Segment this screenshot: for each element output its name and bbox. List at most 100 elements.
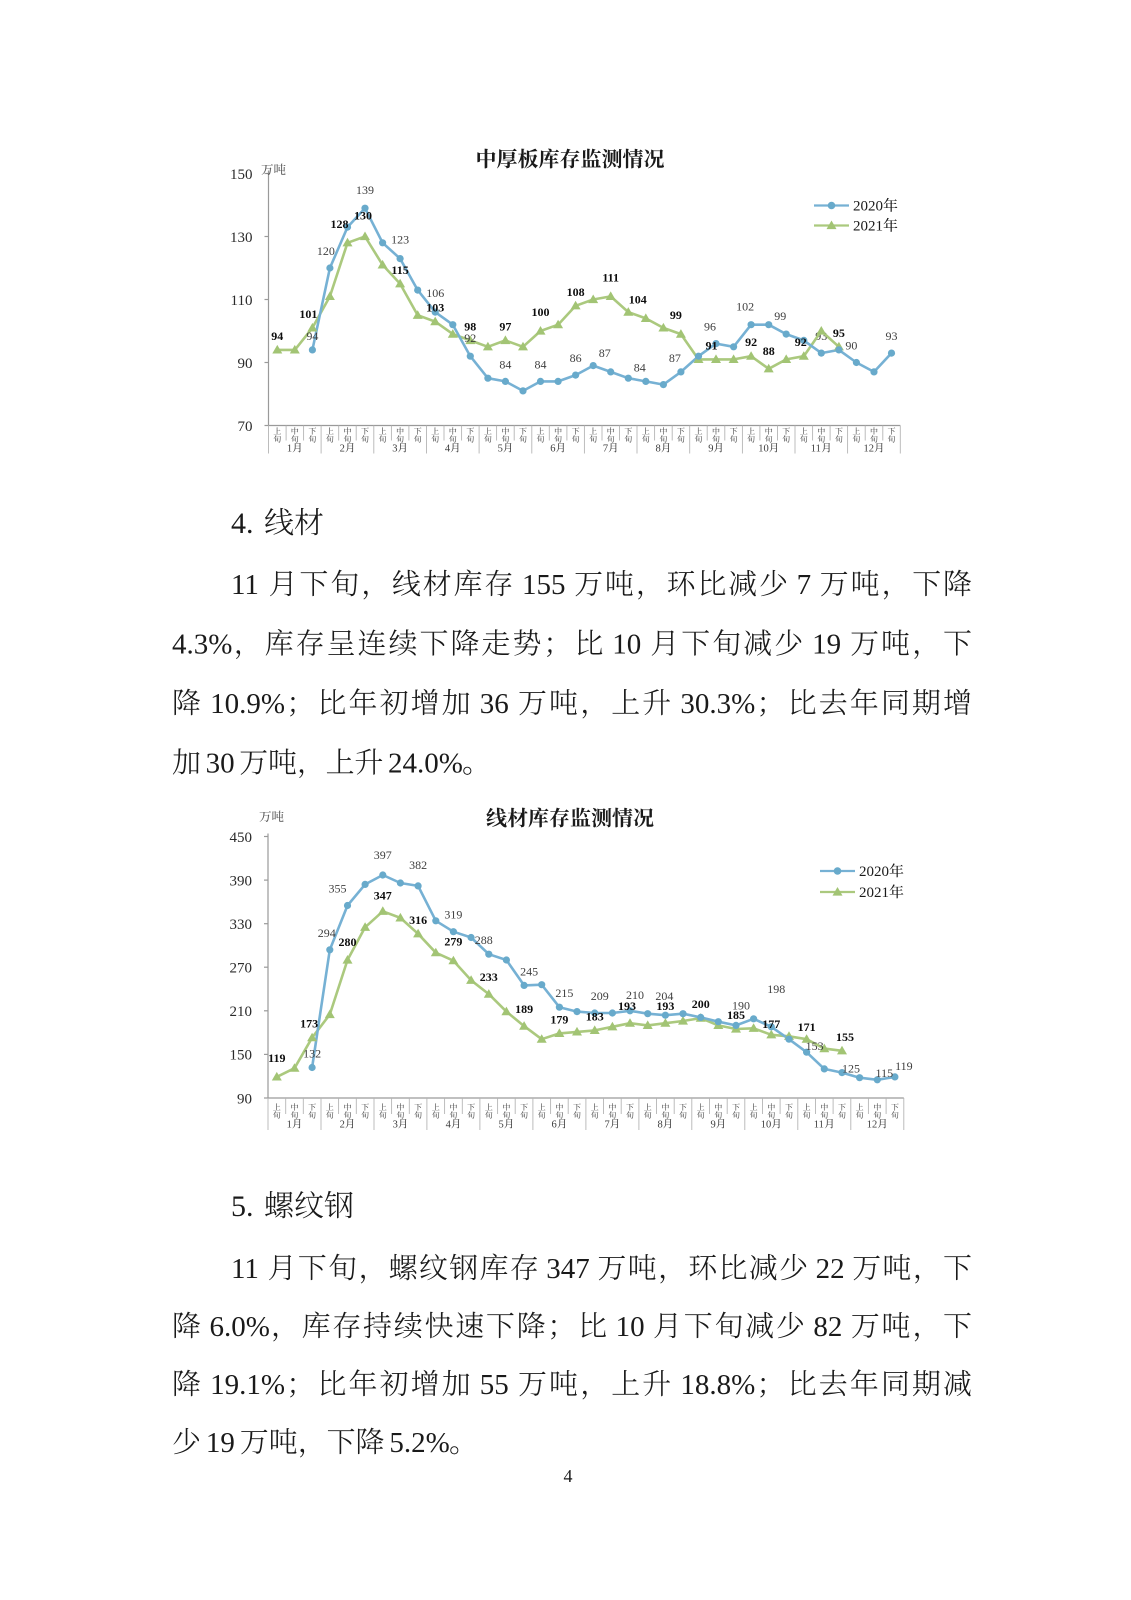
- svg-text:270: 270: [230, 961, 253, 977]
- svg-text:84: 84: [499, 357, 511, 371]
- svg-text:1: 1: [287, 444, 292, 455]
- svg-text:19: 19: [206, 1427, 235, 1459]
- svg-text:3: 3: [393, 1120, 398, 1131]
- svg-text:55: 55: [480, 1369, 509, 1401]
- svg-text:12: 12: [867, 1120, 878, 1131]
- svg-text:90: 90: [237, 1091, 252, 1107]
- svg-text:87: 87: [599, 346, 611, 360]
- svg-text:8: 8: [658, 1120, 663, 1131]
- svg-text:288: 288: [475, 933, 493, 947]
- svg-text:128: 128: [331, 217, 349, 231]
- svg-text:90: 90: [238, 356, 253, 372]
- svg-text:5: 5: [499, 1120, 504, 1131]
- svg-text:3: 3: [392, 444, 397, 455]
- svg-text:115: 115: [876, 1066, 894, 1080]
- svg-text:95: 95: [833, 326, 845, 340]
- svg-text:155: 155: [836, 1030, 854, 1044]
- svg-text:347: 347: [374, 888, 392, 902]
- svg-text:173: 173: [300, 1017, 318, 1031]
- svg-text:19.1%: 19.1%: [210, 1369, 285, 1401]
- svg-text:123: 123: [391, 233, 409, 247]
- svg-text:2021: 2021: [853, 219, 883, 235]
- svg-text:210: 210: [626, 988, 644, 1002]
- svg-text:6: 6: [550, 444, 555, 455]
- svg-text:4: 4: [564, 1466, 573, 1486]
- svg-text:382: 382: [409, 858, 427, 872]
- svg-text:319: 319: [444, 908, 462, 922]
- svg-text:6: 6: [552, 1120, 557, 1131]
- svg-text:233: 233: [480, 970, 498, 984]
- svg-text:87: 87: [669, 351, 681, 365]
- svg-text:115: 115: [391, 263, 408, 277]
- svg-text:316: 316: [409, 913, 427, 927]
- svg-text:4: 4: [446, 1120, 452, 1131]
- svg-text:7: 7: [797, 569, 812, 601]
- svg-text:139: 139: [356, 183, 374, 197]
- svg-text:2020: 2020: [853, 199, 883, 215]
- svg-text:210: 210: [230, 1004, 253, 1020]
- svg-text:119: 119: [895, 1059, 913, 1073]
- svg-text:110: 110: [231, 293, 253, 309]
- svg-text:189: 189: [515, 1002, 533, 1016]
- svg-text:11: 11: [231, 569, 259, 601]
- svg-text:185: 185: [727, 1008, 745, 1022]
- svg-text:294: 294: [318, 926, 336, 940]
- svg-text:450: 450: [230, 830, 253, 846]
- svg-text:2: 2: [340, 1120, 345, 1131]
- svg-text:100: 100: [532, 305, 550, 319]
- svg-text:92: 92: [464, 331, 476, 345]
- svg-text:98: 98: [464, 319, 476, 333]
- svg-text:9: 9: [711, 1120, 716, 1131]
- svg-text:88: 88: [763, 344, 775, 358]
- svg-text:10: 10: [612, 629, 641, 661]
- svg-text:10: 10: [758, 444, 769, 455]
- svg-text:11: 11: [231, 1253, 259, 1285]
- svg-text:204: 204: [655, 989, 673, 1003]
- svg-text:279: 279: [444, 935, 462, 949]
- svg-text:5.2%: 5.2%: [389, 1427, 449, 1459]
- svg-text:30: 30: [206, 748, 235, 780]
- svg-text:150: 150: [230, 167, 253, 183]
- svg-text:84: 84: [634, 360, 646, 374]
- svg-text:18.8%: 18.8%: [680, 1369, 755, 1401]
- svg-text:108: 108: [567, 285, 585, 299]
- svg-text:5.: 5.: [231, 1190, 254, 1223]
- svg-text:330: 330: [230, 917, 253, 933]
- svg-text:111: 111: [602, 270, 619, 284]
- svg-text:97: 97: [499, 319, 511, 333]
- svg-text:1: 1: [287, 1120, 292, 1131]
- svg-text:245: 245: [520, 964, 538, 978]
- svg-text:12: 12: [864, 444, 875, 455]
- svg-text:150: 150: [230, 1048, 253, 1064]
- svg-text:7: 7: [603, 444, 608, 455]
- svg-text:94: 94: [306, 329, 318, 343]
- svg-text:93: 93: [886, 329, 898, 343]
- svg-text:102: 102: [736, 300, 754, 314]
- svg-text:30.3%: 30.3%: [680, 688, 755, 720]
- svg-text:86: 86: [570, 351, 582, 365]
- svg-text:4: 4: [445, 444, 451, 455]
- svg-text:2020: 2020: [859, 864, 889, 880]
- svg-text:104: 104: [629, 292, 647, 306]
- svg-text:7: 7: [605, 1120, 610, 1131]
- svg-text:200: 200: [692, 997, 710, 1011]
- svg-text:171: 171: [798, 1020, 816, 1034]
- svg-text:70: 70: [238, 419, 253, 435]
- svg-text:6.0%: 6.0%: [210, 1311, 270, 1343]
- svg-text:10: 10: [616, 1311, 645, 1343]
- svg-text:280: 280: [339, 935, 357, 949]
- svg-text:8: 8: [656, 444, 661, 455]
- svg-text:99: 99: [670, 308, 682, 322]
- svg-text:22: 22: [816, 1253, 845, 1285]
- svg-text:390: 390: [230, 873, 253, 889]
- svg-text:106: 106: [426, 286, 444, 300]
- svg-text:355: 355: [329, 882, 347, 896]
- svg-text:4.3%: 4.3%: [172, 629, 232, 661]
- svg-text:11: 11: [814, 1120, 824, 1131]
- svg-text:177: 177: [762, 1017, 780, 1031]
- svg-text:183: 183: [586, 1009, 604, 1023]
- svg-text:130: 130: [354, 209, 372, 223]
- svg-text:2: 2: [340, 444, 345, 455]
- svg-text:397: 397: [374, 848, 392, 862]
- svg-text:103: 103: [426, 301, 444, 315]
